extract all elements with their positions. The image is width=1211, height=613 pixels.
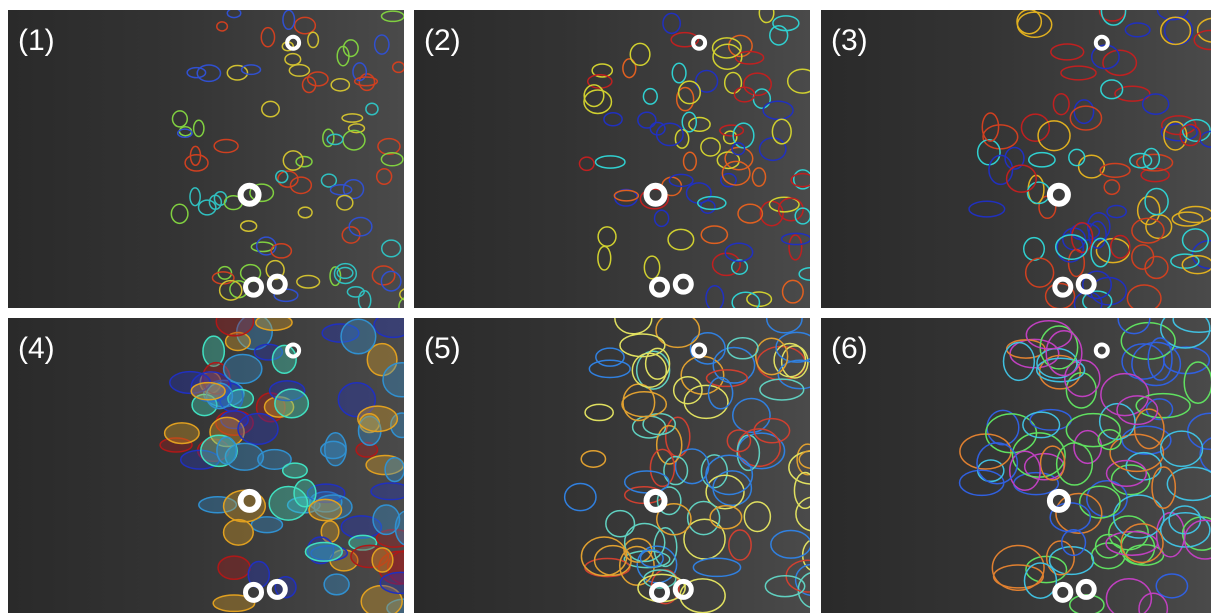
micrograph (414, 10, 810, 308)
cell (372, 548, 393, 572)
cell (371, 483, 410, 500)
cell (283, 463, 308, 478)
cell (305, 542, 342, 561)
cell (324, 574, 349, 595)
panel-label: (6) (831, 332, 868, 365)
panel-label: (1) (18, 24, 55, 57)
panel-label: (4) (18, 332, 55, 365)
cell (218, 556, 250, 579)
cell (203, 336, 224, 366)
cell (256, 315, 292, 331)
panel: (4) (8, 307, 426, 613)
cell (238, 414, 278, 445)
cell (191, 383, 225, 400)
panel: (3) (821, 0, 1211, 315)
cell (309, 499, 342, 520)
panel-label: (5) (424, 332, 461, 365)
panel: (2) (414, 3, 821, 312)
cell (321, 441, 346, 458)
cell (358, 406, 398, 431)
cell (165, 423, 199, 444)
cell (272, 345, 296, 373)
cell (341, 319, 376, 354)
panel: (1) (8, 9, 420, 316)
cell (217, 437, 236, 464)
cell (216, 307, 253, 336)
panel: (6) (821, 304, 1211, 613)
figure: (1) (2) (3) (4) (5) (6) (0, 0, 1211, 613)
panel-label: (2) (424, 24, 461, 57)
panel-label: (3) (831, 24, 868, 57)
cell (275, 389, 308, 418)
cell (374, 313, 413, 337)
panel: (5) (414, 302, 835, 613)
cell (224, 520, 254, 545)
cell (224, 354, 262, 383)
cell (385, 458, 404, 482)
cell (269, 487, 307, 521)
